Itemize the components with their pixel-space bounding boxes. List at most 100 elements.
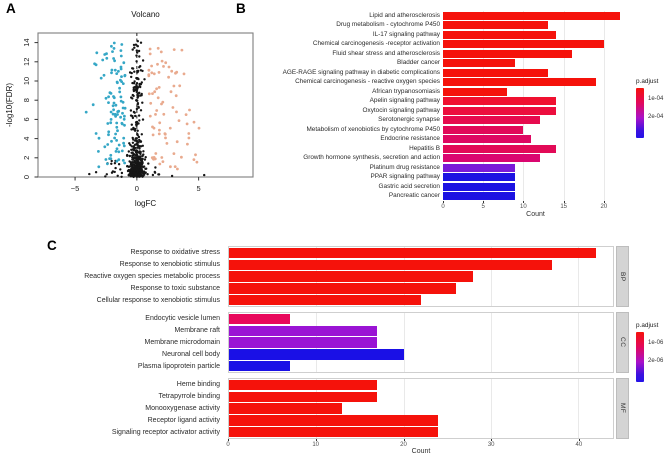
- grid-line: [403, 379, 405, 438]
- scatter-point: [134, 139, 137, 142]
- scatter-point: [147, 68, 151, 72]
- scatter-point: [156, 46, 160, 50]
- axis-tick-label: 40: [575, 441, 583, 448]
- scatter-point: [197, 126, 201, 130]
- scatter-point: [112, 108, 115, 112]
- series-down-regulated: [84, 41, 127, 169]
- scatter-point: [172, 84, 176, 88]
- scatter-point: [120, 75, 123, 78]
- scatter-point: [129, 114, 133, 117]
- scatter-point: [155, 87, 159, 91]
- scatter-point: [131, 154, 134, 157]
- scatter-point: [114, 166, 117, 170]
- scatter-point: [128, 142, 131, 145]
- scatter-point: [136, 96, 139, 99]
- scatter-point: [139, 169, 142, 172]
- scatter-point: [150, 71, 154, 75]
- go-row: [229, 259, 613, 271]
- count-bar: [443, 192, 516, 201]
- bar-track: [443, 106, 628, 116]
- scatter-point: [157, 86, 161, 89]
- scatter-point: [128, 173, 131, 176]
- scatter-point: [119, 115, 122, 119]
- count-bar: [229, 426, 439, 438]
- x-axis-label: logFC: [135, 199, 157, 208]
- scatter-point: [139, 140, 143, 143]
- scatter-point: [148, 114, 152, 118]
- scatter-point: [128, 160, 131, 163]
- go-row: [229, 247, 613, 259]
- count-bar: [229, 403, 343, 414]
- scatter-point: [133, 80, 136, 83]
- series-not-significant-outliers: [88, 171, 206, 178]
- category-label: Endocrine resistance: [380, 135, 440, 143]
- go-legend: p.adjust 1e-06 2e-06: [636, 322, 668, 382]
- category-label: Apelin signaling pathway: [369, 97, 440, 105]
- scatter-point: [192, 120, 196, 124]
- scatter-point: [107, 95, 110, 99]
- category-label: Response to xenobiotic stimulus: [119, 260, 220, 268]
- axis-tick-mark: [563, 201, 565, 203]
- scatter-point: [139, 150, 142, 154]
- scatter-point: [169, 165, 172, 169]
- scatter-point: [139, 85, 142, 89]
- scatter-point: [157, 173, 160, 176]
- scatter-point: [84, 110, 88, 114]
- scatter-point: [203, 173, 206, 177]
- count-bar: [443, 11, 620, 20]
- scatter-point: [175, 110, 178, 114]
- scatter-point: [150, 64, 154, 68]
- scatter-point: [136, 146, 139, 149]
- scatter-point: [122, 144, 126, 148]
- scatter-point: [188, 108, 191, 112]
- y-tick-label: 10: [22, 77, 31, 85]
- count-bar: [229, 391, 378, 402]
- scatter-point: [132, 43, 136, 47]
- scatter-point: [142, 174, 145, 177]
- scatter-point: [97, 165, 101, 169]
- category-label: Receptor ligand activity: [147, 417, 220, 425]
- x-tick-label: 5: [197, 184, 201, 193]
- scatter-point: [117, 163, 121, 166]
- scatter-point: [147, 162, 150, 165]
- axis-tick-mark: [403, 439, 405, 441]
- bar-track: [443, 173, 628, 183]
- scatter-point: [106, 143, 110, 146]
- scatter-point: [134, 137, 137, 140]
- series-up-regulated: [147, 46, 201, 171]
- scatter-point: [178, 84, 182, 88]
- scatter-point: [131, 48, 134, 51]
- grid-line: [603, 11, 605, 201]
- grid-line: [490, 247, 492, 306]
- scatter-point: [136, 171, 139, 174]
- scatter-point: [137, 174, 140, 177]
- scatter-point: [105, 173, 109, 176]
- scatter-point: [121, 111, 124, 115]
- scatter-point: [107, 101, 110, 104]
- scatter-point: [127, 168, 130, 172]
- scatter-point: [126, 153, 129, 157]
- axis-tick-mark: [523, 201, 525, 203]
- scatter-point: [110, 44, 113, 48]
- bar-track: [443, 49, 628, 59]
- bar-track: [443, 40, 628, 50]
- scatter-point: [140, 92, 143, 96]
- category-label: AGE-RAGE signaling pathway in diabetic c…: [282, 68, 440, 76]
- scatter-point: [134, 146, 137, 150]
- go-x-axis: 0 10 20 30 40: [226, 439, 614, 451]
- scatter-point: [170, 174, 174, 178]
- y-axis-label: -log10(FDR): [5, 83, 14, 127]
- scatter-point: [103, 53, 107, 56]
- grid-line: [563, 11, 565, 201]
- scatter-point: [128, 165, 132, 168]
- scatter-point: [110, 171, 114, 174]
- scatter-point: [110, 159, 113, 163]
- scatter-point: [117, 158, 121, 162]
- scatter-point: [154, 113, 157, 116]
- kegg-row: Apelin signaling pathway: [240, 97, 628, 107]
- category-label: African trypanosomiasis: [372, 87, 440, 95]
- scatter-point: [119, 67, 123, 71]
- axis-tick-label: 30: [487, 441, 495, 448]
- scatter-point: [94, 63, 98, 67]
- scatter-point: [157, 132, 161, 136]
